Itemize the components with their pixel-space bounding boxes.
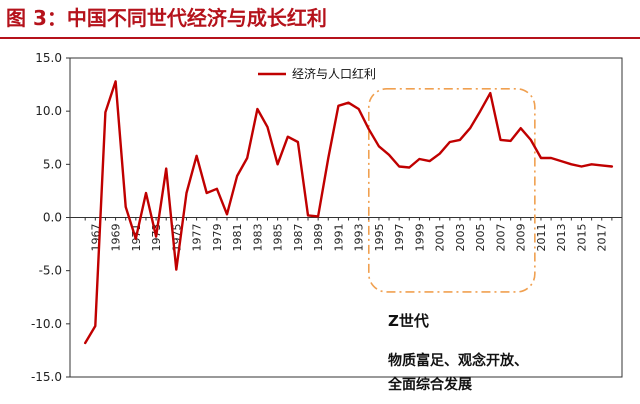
- line-chart: -15.0-10.0-5.00.05.010.015.0 1967 1969 197…: [31, 51, 623, 393]
- x-tick-label: 1995: [373, 224, 386, 252]
- data-point: [509, 140, 512, 142]
- data-point: [418, 158, 421, 160]
- data-point: [438, 152, 441, 155]
- data-point: [560, 160, 563, 162]
- x-tick-label: 2009: [515, 224, 528, 252]
- data-point: [489, 92, 492, 94]
- data-point: [94, 325, 97, 327]
- data-point: [286, 135, 289, 138]
- data-point: [519, 127, 522, 129]
- data-point: [499, 139, 502, 141]
- x-tick-label: 1979: [211, 224, 224, 252]
- x-tick-label: 2005: [474, 224, 487, 252]
- data-point: [367, 128, 370, 131]
- data-point: [550, 157, 552, 159]
- data-point: [459, 139, 461, 141]
- x-tick-label: 2015: [575, 224, 588, 252]
- data-point: [175, 268, 178, 271]
- data-point: [185, 192, 188, 194]
- y-axis: -15.0 -10.0 -5.0 0.0 5.0 10.0 15.0: [31, 51, 70, 384]
- data-point: [570, 163, 573, 166]
- data-point: [378, 145, 380, 148]
- x-tick-label: 2007: [494, 224, 507, 252]
- data-point: [124, 206, 127, 208]
- z-generation-box: [367, 88, 536, 293]
- x-tick-label: 2017: [596, 224, 609, 252]
- data-point: [114, 80, 117, 83]
- x-tick-label: 1993: [353, 224, 366, 252]
- series-layer: [83, 80, 614, 345]
- data-point: [226, 213, 228, 216]
- data-point: [165, 167, 168, 170]
- data-point: [357, 108, 360, 110]
- figure-title: 图 3：中国不同世代经济与成长红利: [6, 6, 327, 30]
- x-tick-label: 1989: [312, 224, 325, 252]
- y-tick-label: 5.0: [43, 157, 62, 171]
- data-point: [145, 192, 147, 194]
- data-point: [205, 192, 208, 194]
- data-point: [600, 164, 603, 167]
- data-point: [155, 235, 157, 238]
- data-point: [317, 215, 319, 218]
- x-tick-label: 2011: [535, 224, 548, 252]
- x-tick-label: 2003: [454, 224, 467, 252]
- data-point: [540, 157, 542, 159]
- data-point: [195, 155, 198, 157]
- data-point: [580, 165, 583, 168]
- data-point: [216, 187, 218, 190]
- data-point: [469, 127, 471, 129]
- data-point: [388, 153, 390, 156]
- data-point: [428, 160, 431, 162]
- data-point: [337, 105, 340, 107]
- z-generation-box-outline: [367, 88, 536, 293]
- x-tick-label: 1999: [413, 224, 426, 252]
- data-point: [276, 163, 279, 166]
- y-tick-label: 0.0: [43, 211, 62, 225]
- data-point: [84, 342, 86, 344]
- data-point: [104, 111, 107, 114]
- data-point: [398, 165, 400, 168]
- data-point: [297, 141, 299, 143]
- title-divider: [0, 37, 640, 39]
- x-tick-label: 1981: [231, 224, 244, 252]
- z-generation-desc-line1: 物质富足、观念开放、: [388, 352, 528, 369]
- series-line: [83, 80, 614, 345]
- data-point: [590, 163, 593, 166]
- x-tick-label: 1997: [393, 224, 406, 252]
- y-tick-label: -5.0: [39, 264, 62, 278]
- x-tick-label: 2001: [434, 224, 447, 252]
- z-generation-label: Z世代: [388, 312, 429, 330]
- y-tick-label: 10.0: [35, 104, 62, 118]
- data-point: [135, 237, 137, 240]
- x-tick-label: 1983: [251, 224, 264, 252]
- z-generation-desc-line2: 全面综合发展: [387, 376, 472, 393]
- legend-label: 经济与人口红利: [292, 66, 376, 81]
- x-tick-label: 1985: [272, 224, 285, 252]
- data-point: [266, 126, 269, 128]
- legend: 经济与人口红利: [258, 66, 376, 81]
- data-point: [256, 108, 259, 110]
- x-tick-label: 1977: [191, 224, 204, 252]
- y-tick-label: -10.0: [31, 317, 62, 331]
- x-tick-label: 1969: [110, 224, 123, 252]
- data-point: [246, 157, 249, 159]
- data-point: [479, 110, 482, 112]
- y-tick-label: -15.0: [31, 370, 62, 384]
- data-point: [307, 214, 309, 217]
- x-tick-label: 1991: [332, 224, 345, 252]
- data-point: [611, 165, 613, 168]
- data-point: [530, 139, 532, 141]
- y-tick-label: 15.0: [35, 51, 62, 65]
- data-point: [347, 101, 350, 104]
- data-point: [449, 141, 451, 143]
- x-tick-label: 1987: [292, 224, 305, 252]
- data-point: [408, 166, 411, 169]
- x-tick-label: 2013: [555, 224, 568, 252]
- data-point: [327, 157, 330, 159]
- data-point: [236, 175, 238, 177]
